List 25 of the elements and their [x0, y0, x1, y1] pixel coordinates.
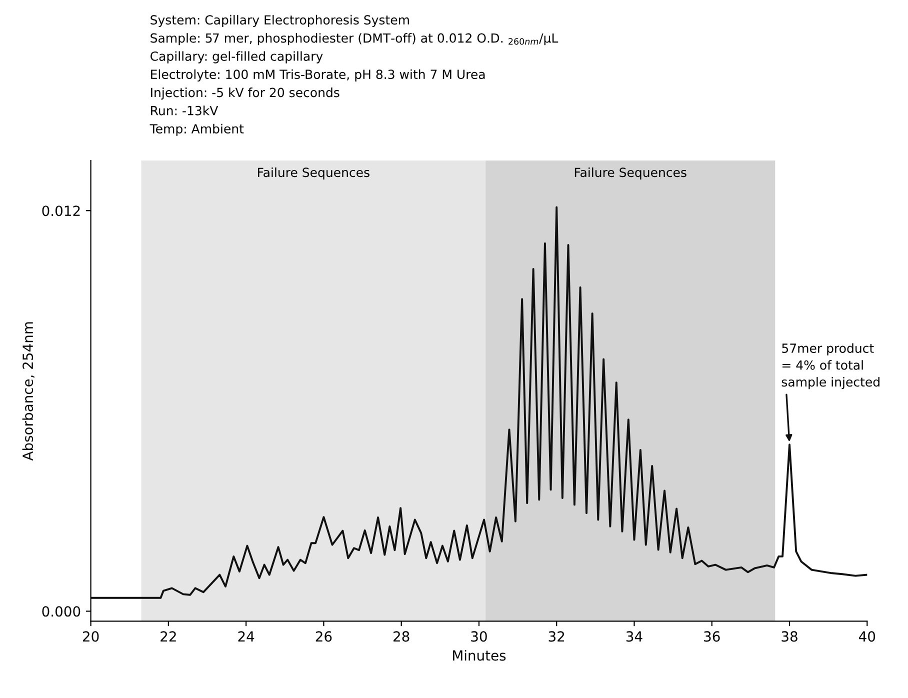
text: Sample: 57 mer, phosphodiester (DMT-off) at 0.012 O.D. $_{260nm}$/μL: [150, 33, 558, 46]
y-tick-label: 0.000: [42, 606, 80, 617]
x-tick-label: 38: [782, 631, 798, 642]
text: Temp: Ambient: [150, 124, 244, 136]
x-tick-label: 40: [858, 631, 876, 642]
x-tick-label: 34: [626, 631, 642, 642]
text: System: Capillary Electrophoresis System: [150, 14, 409, 28]
text: Injection: -5 kV for 20 seconds: [151, 88, 340, 100]
band-label: Failure Sequences: [258, 167, 370, 180]
x-tick-label: 22: [160, 631, 176, 642]
y-tick-label: 0.012: [42, 206, 80, 216]
annotation: 57mer product = 4% of total sample injected: [782, 343, 880, 390]
x-tick-label: 28: [394, 631, 410, 642]
band-label: Failure Sequences: [574, 167, 686, 180]
x-axis-title: Minutes: [452, 650, 506, 661]
x-tick-label: 20: [82, 631, 99, 642]
text: Electrolyte: 100 mM Tris-Borate, pH 8.3 with 7 M Urea: [151, 69, 485, 82]
text: Run: -13kV: [151, 106, 218, 116]
x-tick-label: 24: [238, 631, 254, 642]
x-tick-label: 32: [548, 631, 564, 642]
x-tick-label: 36: [704, 631, 720, 642]
x-tick-label: 30: [471, 631, 487, 642]
y-axis-title: Absorbance, 254nm: [22, 322, 34, 461]
x-tick-label: 26: [316, 631, 332, 642]
text: Capillary: gel-filled capillary: [150, 51, 323, 64]
